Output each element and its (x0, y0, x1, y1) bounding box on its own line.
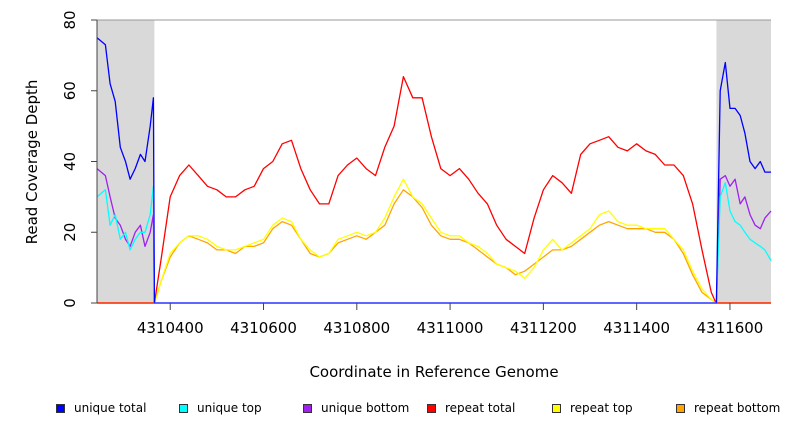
x-tick-label: 4311000 (417, 319, 484, 337)
y-tick-label: 40 (61, 152, 79, 171)
series-line-repeat-bottom (97, 189, 771, 304)
legend-swatch (676, 403, 685, 413)
series-line-unique-top (96, 182, 772, 304)
legend: unique total unique top unique bottom re… (0, 401, 792, 417)
legend-swatch (303, 403, 312, 413)
legend-item-unique-total: unique total (56, 401, 146, 415)
legend-item-repeat-bottom: repeat bottom (676, 401, 780, 415)
y-tick-label: 0 (61, 298, 79, 308)
x-tick-label: 4310400 (137, 319, 204, 337)
series-line-repeat-top (97, 178, 771, 304)
legend-item-unique-bottom: unique bottom (303, 401, 409, 415)
series-line-unique-total (96, 37, 771, 304)
legend-swatch (179, 403, 188, 413)
axes: 0 20 40 60 80 4310400 4310600 4310800 4311000 431… (61, 10, 771, 337)
y-tick-label: 80 (61, 10, 79, 29)
x-tick-label: 4311400 (603, 319, 670, 337)
legend-label: repeat bottom (694, 401, 781, 415)
series-line-repeat-total (97, 75, 771, 304)
legend-label: repeat top (570, 401, 633, 415)
legend-item-repeat-top: repeat top (552, 401, 633, 415)
legend-swatch (427, 403, 436, 413)
shaded-regions (97, 20, 771, 303)
y-tick-label: 60 (61, 81, 79, 100)
legend-swatch (552, 403, 561, 413)
legend-label: unique bottom (321, 401, 410, 415)
x-tick-label: 4311600 (697, 319, 764, 337)
legend-item-unique-top: unique top (179, 401, 262, 415)
series-lines (96, 37, 772, 304)
legend-swatch (56, 403, 65, 413)
legend-label: unique total (74, 401, 147, 415)
legend-label: unique top (197, 401, 262, 415)
y-axis-title: Read Coverage Depth (23, 80, 41, 245)
x-tick-label: 4310800 (323, 319, 390, 337)
shaded-region (716, 20, 771, 303)
x-axis-title: Coordinate in Reference Genome (309, 363, 558, 381)
x-tick-label: 4310600 (230, 319, 297, 337)
y-tick-label: 20 (61, 223, 79, 242)
legend-item-repeat-total: repeat total (427, 401, 515, 415)
legend-label: repeat total (445, 401, 516, 415)
x-tick-label: 4311200 (510, 319, 577, 337)
